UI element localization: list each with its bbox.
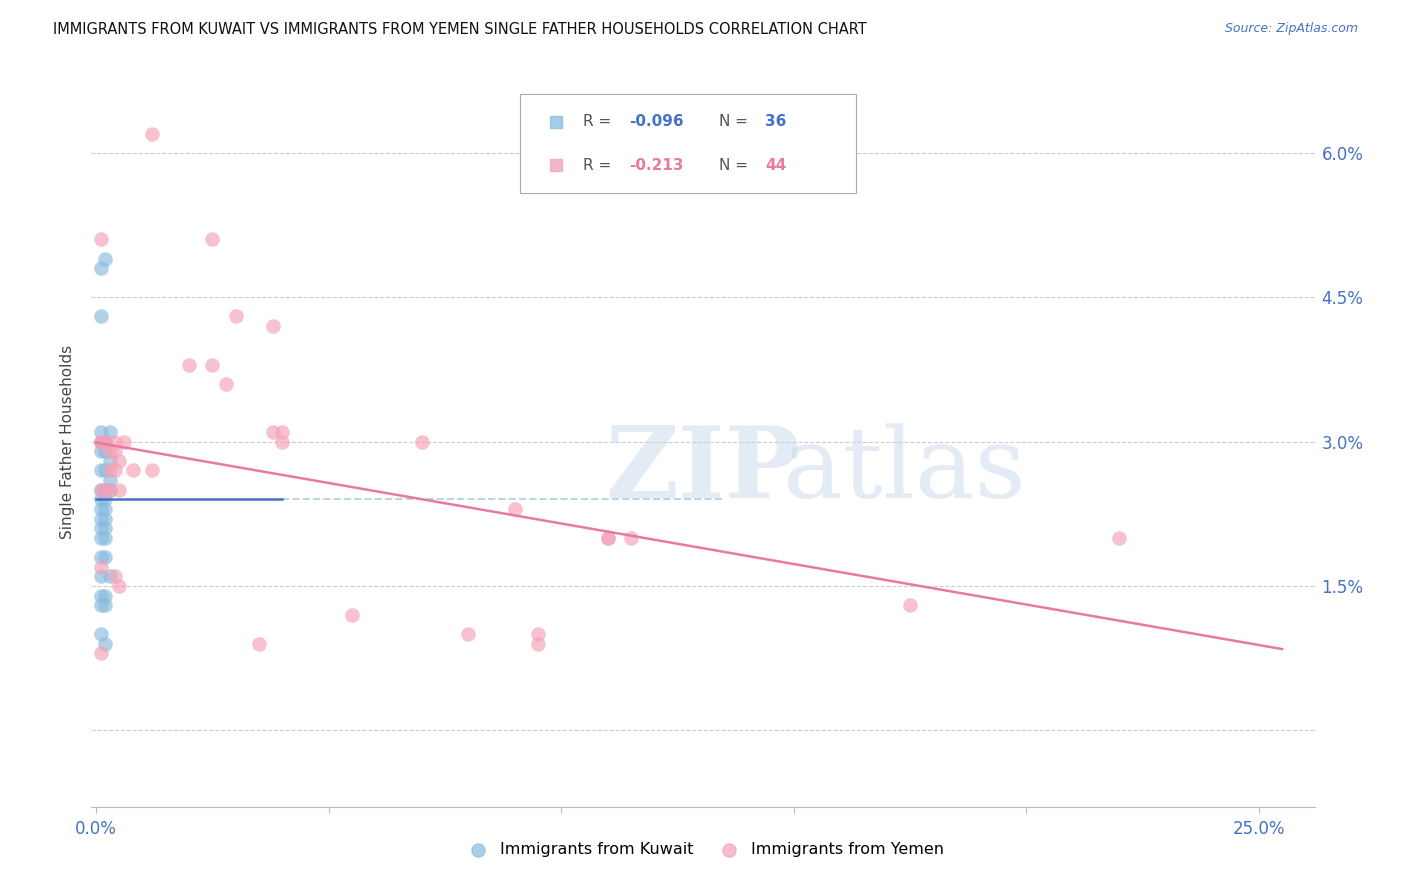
Point (90, 589, 112, 603)
Point (90, 434, 112, 449)
Point (108, 454, 131, 468)
Point (271, 434, 294, 449)
Text: R =: R = (583, 114, 616, 129)
Point (457, 627, 479, 641)
Point (225, 310, 247, 324)
Point (141, 127, 163, 141)
Point (90, 232, 112, 246)
Point (90, 492, 112, 507)
Y-axis label: Single Father Households: Single Father Households (60, 344, 76, 539)
Point (94, 252, 117, 266)
Point (98, 454, 121, 468)
Point (94, 492, 117, 507)
Point (90, 463, 112, 477)
Point (201, 232, 224, 246)
Point (90, 598, 112, 612)
Point (90, 502, 112, 516)
Point (94, 549, 117, 564)
Text: -0.096: -0.096 (630, 114, 685, 129)
Point (90, 531, 112, 545)
Point (141, 463, 163, 477)
Point (90, 483, 112, 497)
Point (90, 646, 112, 660)
Point (90, 434, 112, 449)
Point (94, 463, 117, 477)
Point (112, 434, 135, 449)
Point (177, 358, 200, 372)
Point (94, 598, 117, 612)
Point (94, 521, 117, 535)
Point (90, 559, 112, 574)
Point (104, 569, 127, 583)
Point (262, 425, 284, 439)
Point (90, 444, 112, 458)
Point (108, 579, 131, 593)
Legend: Immigrants from Kuwait, Immigrants from Yemen: Immigrants from Kuwait, Immigrants from … (456, 836, 950, 863)
Point (94, 637, 117, 651)
Text: 44: 44 (765, 158, 786, 173)
Point (271, 425, 294, 439)
Point (90, 549, 112, 564)
Point (596, 531, 619, 545)
Point (122, 463, 145, 477)
Point (98, 473, 121, 487)
Point (90, 627, 112, 641)
Point (90, 511, 112, 525)
Point (90, 310, 112, 324)
Point (898, 598, 921, 612)
Point (98, 483, 121, 497)
Point (94, 511, 117, 525)
Point (527, 627, 550, 641)
Point (94, 444, 117, 458)
Text: Source: ZipAtlas.com: Source: ZipAtlas.com (1225, 22, 1358, 36)
Point (94, 434, 117, 449)
Text: N =: N = (718, 114, 752, 129)
Point (104, 444, 127, 458)
Point (262, 319, 284, 334)
Point (98, 569, 121, 583)
Point (340, 607, 363, 622)
Text: atlas: atlas (783, 423, 1025, 518)
Text: R =: R = (583, 158, 621, 173)
Point (108, 483, 131, 497)
Point (411, 434, 433, 449)
Point (503, 502, 526, 516)
Point (90, 483, 112, 497)
Text: N =: N = (718, 158, 752, 173)
Point (527, 637, 550, 651)
Point (94, 589, 117, 603)
FancyBboxPatch shape (520, 95, 856, 193)
Point (215, 376, 238, 391)
Text: IMMIGRANTS FROM KUWAIT VS IMMIGRANTS FROM YEMEN SINGLE FATHER HOUSEHOLDS CORRELA: IMMIGRANTS FROM KUWAIT VS IMMIGRANTS FRO… (53, 22, 868, 37)
Point (104, 463, 127, 477)
Point (596, 531, 619, 545)
Point (90, 569, 112, 583)
Point (90, 261, 112, 276)
Text: 36: 36 (765, 114, 787, 129)
Point (620, 531, 643, 545)
Text: ZIP: ZIP (605, 422, 800, 519)
Point (94, 483, 117, 497)
Point (104, 434, 127, 449)
Point (94, 502, 117, 516)
Point (247, 637, 270, 651)
Point (94, 531, 117, 545)
Point (201, 358, 224, 372)
Point (90, 425, 112, 439)
Point (98, 425, 121, 439)
Point (90, 521, 112, 535)
Point (98, 444, 121, 458)
Point (1108, 531, 1130, 545)
Point (94, 434, 117, 449)
Point (94, 483, 117, 497)
Point (90, 434, 112, 449)
Point (98, 483, 121, 497)
Text: -0.213: -0.213 (630, 158, 685, 173)
Point (98, 463, 121, 477)
Point (94, 434, 117, 449)
